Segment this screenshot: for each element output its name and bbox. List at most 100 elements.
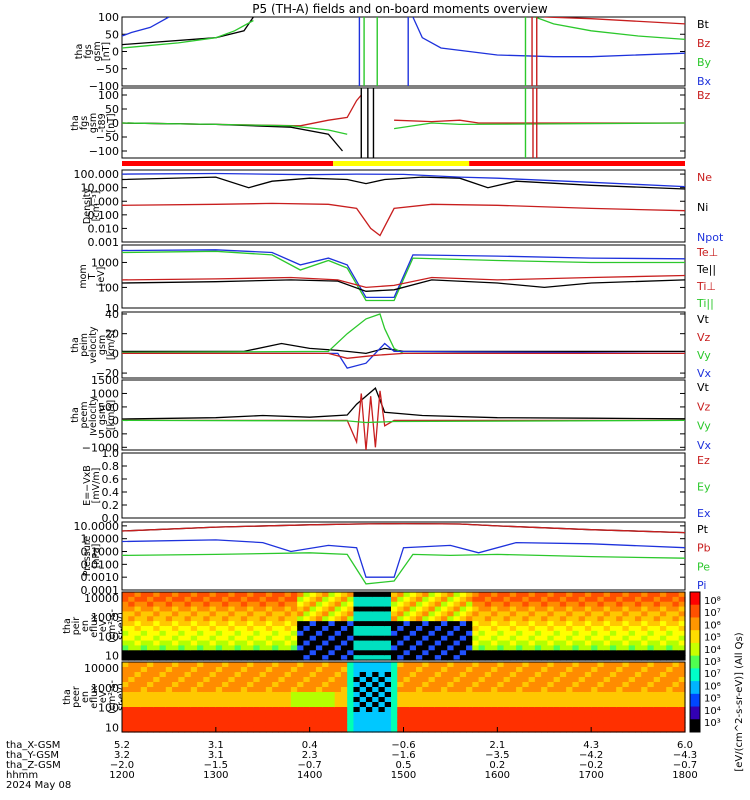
spec-cell [653, 717, 661, 723]
spec-cell [290, 727, 298, 733]
spec-cell [172, 630, 179, 637]
spec-cell [372, 635, 380, 642]
spec-cell [322, 692, 330, 698]
spec-cell [209, 687, 217, 693]
spec-cell [140, 621, 148, 627]
spec-cell [122, 692, 129, 698]
spec-cell [365, 662, 373, 668]
spec-cell [659, 655, 667, 661]
spec-cell [328, 645, 336, 651]
spec-cell [178, 682, 186, 688]
spec-cell [365, 616, 373, 622]
spec-cell [359, 667, 367, 673]
spec-cell [353, 667, 361, 673]
spec-cell [272, 596, 279, 603]
spec-cell [222, 650, 229, 656]
spec-cell [128, 630, 136, 637]
spec-cell [509, 707, 517, 713]
spec-cell [459, 650, 467, 656]
spec-cell [653, 596, 661, 603]
spec-cell [340, 650, 348, 656]
spec-cell [328, 722, 336, 728]
spec-cell [628, 697, 636, 703]
spec-cell [153, 712, 161, 718]
spec-cell [390, 630, 398, 637]
spec-cell [372, 727, 380, 733]
spec-cell [315, 650, 323, 656]
spec-cell [653, 662, 661, 668]
spec-cell [215, 672, 223, 678]
spec-cell [522, 621, 530, 627]
spec-cell [503, 702, 511, 708]
spec-cell [553, 655, 561, 661]
spec-cell [378, 606, 386, 613]
spec-cell [234, 702, 242, 708]
spec-cell [653, 630, 661, 637]
spec-cell [222, 717, 229, 723]
ylabel-line: tha [70, 407, 81, 423]
spec-cell [641, 655, 649, 661]
spec-cell [672, 712, 680, 718]
spec-cell [172, 717, 179, 723]
spec-cell [597, 712, 605, 718]
spec-cell [222, 592, 229, 598]
spec-cell [559, 655, 567, 661]
colorbar-segment [690, 655, 700, 669]
spec-cell [522, 626, 530, 632]
spec-cell [678, 667, 686, 673]
spec-cell [422, 596, 430, 603]
spec-cell [272, 677, 279, 683]
spec-cell [622, 717, 630, 723]
spec-cell [597, 655, 605, 661]
spec-cell [234, 682, 242, 688]
spec-cell [659, 727, 667, 733]
legend-vx: Vx [697, 439, 712, 452]
series-ivel-vx [122, 342, 685, 369]
spec-cell [603, 697, 611, 703]
spec-cell [203, 606, 211, 613]
legend-ex: Ex [697, 507, 711, 520]
spec-cell [328, 606, 336, 613]
spec-cell [672, 717, 680, 723]
spec-cell [641, 611, 649, 617]
spec-cell [528, 592, 536, 598]
spec-cell [378, 611, 386, 617]
spec-cell [522, 682, 530, 688]
spec-cell [478, 707, 486, 713]
spec-cell [434, 662, 442, 668]
spec-cell [603, 616, 611, 622]
spec-cell [240, 626, 248, 632]
spec-cell [484, 692, 492, 698]
spec-cell [340, 626, 348, 632]
spec-cell [247, 621, 254, 627]
spec-cell [472, 717, 480, 723]
spec-cell [384, 611, 392, 617]
spec-cell [516, 722, 523, 728]
spec-cell [378, 635, 386, 642]
spec-cell [134, 596, 142, 603]
spec-cell [209, 635, 217, 642]
mode-bar-slow [122, 161, 334, 166]
spec-cell [509, 640, 517, 647]
spec-cell [647, 687, 655, 693]
spec-cell [503, 606, 511, 613]
spec-cell [503, 687, 511, 693]
spec-cell [628, 655, 636, 661]
spec-cell [497, 702, 505, 708]
spec-cell [390, 645, 398, 651]
spec-cell [409, 655, 417, 661]
spec-cell [541, 630, 548, 637]
spec-cell [315, 722, 323, 728]
spec-cell [634, 645, 642, 651]
spec-cell [259, 645, 267, 651]
spec-cell [647, 616, 655, 622]
spec-cell [134, 621, 142, 627]
spec-cell [372, 662, 380, 668]
spec-cell [541, 655, 548, 661]
spec-cell [184, 667, 192, 673]
spec-cell [422, 692, 430, 698]
colorbar-segment [690, 719, 700, 733]
spec-cell [572, 655, 580, 661]
colorbar-segment [690, 617, 700, 631]
spec-cell [240, 702, 248, 708]
